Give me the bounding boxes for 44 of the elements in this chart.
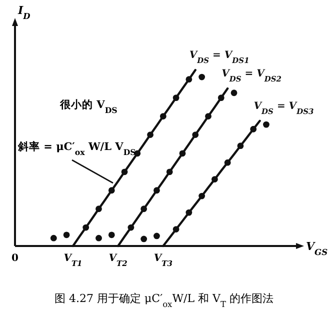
series-label: V$_{DS}$ = V$_{DS3}$ bbox=[254, 100, 314, 116]
point bbox=[224, 159, 231, 166]
y-axis-title: I$_{D}$ bbox=[17, 4, 32, 21]
series-label: V$_{DS}$ = V$_{DS1}$ bbox=[189, 50, 250, 64]
point bbox=[237, 142, 244, 150]
point bbox=[192, 132, 199, 138]
point bbox=[172, 226, 180, 232]
point bbox=[212, 176, 218, 182]
point bbox=[63, 232, 70, 238]
point bbox=[186, 76, 192, 83]
point bbox=[198, 192, 206, 200]
point bbox=[250, 126, 257, 132]
point bbox=[218, 94, 224, 102]
point bbox=[154, 232, 160, 240]
x-tick-label: V$_{T2}$ bbox=[108, 253, 128, 268]
x-tick-label: 0 bbox=[12, 253, 19, 264]
point bbox=[82, 224, 90, 231]
point bbox=[205, 113, 212, 120]
x-tick-label: V$_{T1}$ bbox=[64, 253, 82, 268]
annotation: 斜率 = μC′$_{ox}$ W/L V$_{DS}$ bbox=[17, 140, 136, 156]
point bbox=[230, 90, 238, 96]
point bbox=[140, 206, 148, 212]
point bbox=[96, 234, 102, 242]
point bbox=[160, 113, 166, 120]
point bbox=[140, 236, 148, 242]
point bbox=[108, 187, 115, 194]
point bbox=[147, 132, 154, 138]
point bbox=[172, 94, 180, 102]
point bbox=[128, 224, 134, 231]
point bbox=[198, 74, 206, 80]
point bbox=[108, 232, 115, 238]
series-label: V$_{DS}$ = V$_{DS2}$ bbox=[222, 68, 282, 83]
point bbox=[50, 234, 57, 242]
point bbox=[154, 187, 160, 194]
caption: 图 4.27 用于确定 μC′$_{ox}$W/L 和 V$_{T}$ 的作图法 bbox=[54, 292, 274, 309]
annotation: 很小的 V$_{DS}$ bbox=[59, 98, 118, 114]
point bbox=[166, 168, 173, 176]
x-axis-title: V$_{GS}$ bbox=[306, 240, 328, 257]
point bbox=[186, 209, 192, 216]
point bbox=[263, 121, 270, 128]
point bbox=[179, 150, 186, 157]
point bbox=[96, 206, 102, 212]
point bbox=[121, 168, 128, 176]
x-tick-label: V$_{T3}$ bbox=[154, 253, 172, 268]
